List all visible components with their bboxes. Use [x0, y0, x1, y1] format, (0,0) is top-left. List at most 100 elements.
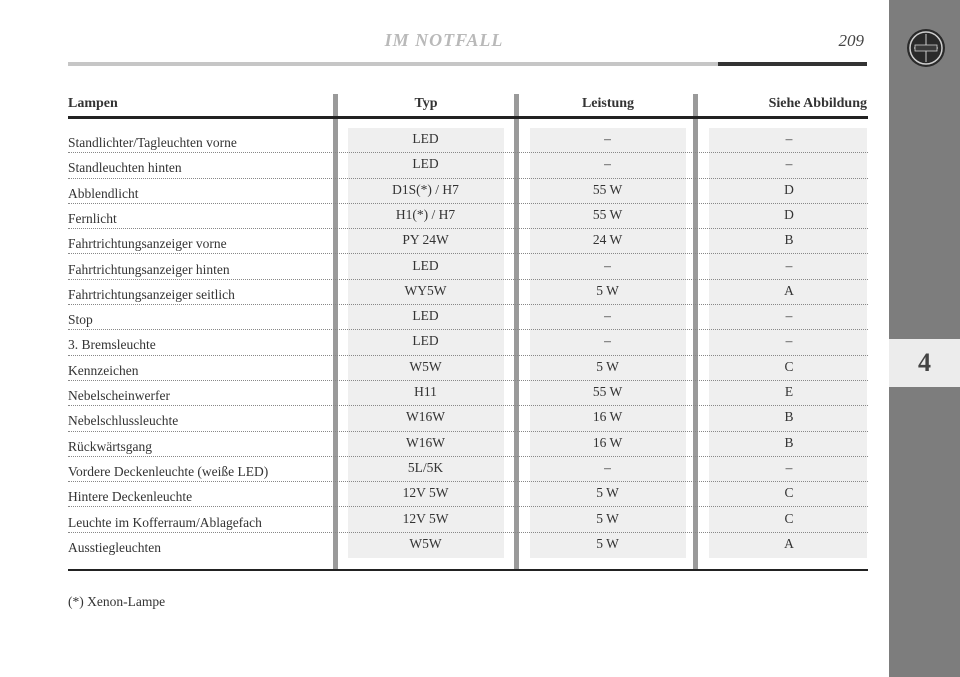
lamp-type-cell: 12V 5W [402, 510, 449, 526]
table-row: Hintere Deckenleuchte 12V 5W 5 W C [68, 482, 868, 508]
lamp-figure-cell: – [785, 308, 793, 324]
table-row: Fahrtrichtungsanzeiger hinten LED – – [68, 255, 868, 280]
table-row: Standlichter/Tagleuchten vorne LED – – [68, 128, 868, 154]
lamp-type-cell: LED [412, 131, 439, 146]
table-row: Fahrtrichtungsanzeiger vorne PY 24W 24 W B [68, 229, 868, 255]
abbildung-column-bg [709, 128, 867, 558]
lamp-power-cell: – [604, 459, 611, 475]
typ-column-bg [348, 128, 504, 558]
lamp-figure-cell: C [784, 510, 794, 526]
lamp-name-cell: Hintere Deckenleuchte [68, 489, 193, 505]
lamp-type-cell: PY 24W [402, 232, 449, 248]
leistung-column-bg [530, 128, 686, 558]
lamp-name-cell: Abblendlicht [68, 185, 139, 201]
header-rule-table [68, 116, 868, 119]
lamp-figure-cell: – [785, 156, 793, 172]
table-row: Ausstiegleuchten W5W 5 W A [68, 533, 868, 558]
column-separator [693, 94, 698, 570]
lamp-figure-cell: A [784, 282, 794, 298]
lamp-power-cell: 5 W [596, 358, 619, 374]
lamp-figure-cell: – [785, 257, 793, 273]
table-row: Kennzeichen W5W 5 W C [68, 356, 868, 381]
header-leistung: Leistung [581, 96, 635, 111]
lamp-power-cell: 55 W [592, 206, 623, 222]
lamp-type-cell: WY5W [404, 282, 447, 298]
lamp-type-cell: W5W [409, 535, 442, 551]
brand-logo-icon [907, 29, 945, 67]
table-row: Fernlicht H1(*) / H7 55 W D [68, 204, 868, 230]
row-divider [68, 228, 868, 230]
column-separator [333, 94, 338, 570]
lamp-figure-cell: – [785, 131, 793, 146]
lamp-name-cell: Fahrtrichtungsanzeiger vorne [68, 236, 227, 252]
table-row: Fahrtrichtungsanzeiger seitlich WY5W 5 W A [68, 280, 868, 306]
header-rule-accent [718, 62, 867, 66]
header-typ: Typ [414, 96, 438, 111]
lamp-power-cell: 16 W [592, 434, 623, 450]
lamp-figure-cell: C [784, 485, 794, 501]
row-divider [68, 405, 868, 407]
lamp-name-cell: Standlichter/Tagleuchten vorne [68, 135, 237, 150]
lamp-figure-cell: E [784, 384, 794, 399]
lamp-figure-cell: B [784, 409, 794, 425]
lamp-name-cell: Leuchte im Kofferraum/Ablagefach [68, 514, 262, 530]
lamp-name-cell: Fernlicht [68, 210, 117, 226]
table-bottom-rule [68, 569, 868, 571]
lamp-name-cell: Nebelschlussleuchte [68, 413, 179, 429]
lamp-type-cell: LED [412, 156, 439, 172]
table-row: 3. Bremsleuchte LED – – [68, 330, 868, 356]
lamp-power-cell: 16 W [592, 409, 623, 425]
row-divider [68, 506, 868, 508]
lamp-type-cell: LED [412, 257, 439, 273]
lamp-type-cell: W16W [406, 434, 445, 450]
lamp-power-cell: 5 W [596, 485, 619, 501]
lamp-type-cell: H11 [414, 384, 437, 399]
lamp-power-cell: – [604, 333, 611, 349]
lamp-figure-cell: D [784, 181, 794, 197]
row-divider [68, 481, 868, 483]
lamp-figure-cell: C [784, 358, 794, 374]
lamp-figure-cell: D [784, 206, 794, 222]
lamp-name-cell: Fahrtrichtungsanzeiger hinten [68, 261, 230, 277]
lamp-type-cell: W5W [409, 358, 442, 374]
table-row: Abblendlicht D1S(*) / H7 55 W D [68, 179, 868, 204]
lamp-name-cell: Ausstiegleuchten [68, 539, 161, 555]
lamp-name-cell: Stop [68, 312, 93, 328]
page-header-title: IM NOTFALL [384, 30, 504, 50]
column-separator [514, 94, 519, 570]
lamp-power-cell: – [604, 308, 611, 324]
row-divider [68, 531, 868, 533]
lamp-type-cell: 12V 5W [402, 485, 449, 501]
chapter-sidebar [889, 0, 960, 677]
lamp-figure-cell: B [784, 434, 794, 450]
header-lampen: Lampen [68, 96, 118, 111]
lamp-power-cell: 24 W [592, 232, 623, 248]
row-divider [68, 455, 868, 457]
row-divider [68, 379, 868, 381]
row-divider [68, 278, 868, 280]
lamp-name-cell: Vordere Deckenleuchte (weiße LED) [68, 463, 269, 479]
lamp-name-cell: Rückwärtsgang [68, 438, 152, 454]
lamp-type-cell: H1(*) / H7 [395, 206, 456, 222]
lamp-figure-cell: B [784, 232, 794, 248]
lamp-power-cell: – [604, 156, 611, 172]
lamp-power-cell: – [604, 131, 611, 146]
row-divider [68, 152, 868, 154]
lamp-figure-cell: – [785, 459, 793, 475]
header-rule [68, 62, 718, 66]
table-row: Rückwärtsgang W16W 16 W B [68, 432, 868, 457]
lamp-type-cell: D1S(*) / H7 [392, 181, 459, 197]
lamp-figure-cell: – [785, 333, 793, 349]
header-abbildung: Siehe Abbildung [768, 96, 867, 111]
lamp-name-cell: Kennzeichen [68, 362, 139, 378]
row-divider [68, 202, 868, 204]
table-row: Nebelschlussleuchte W16W 16 W B [68, 406, 868, 432]
table-row: Stop LED – – [68, 305, 868, 331]
row-divider [68, 304, 868, 306]
lamp-power-cell: 5 W [596, 282, 619, 298]
row-divider [68, 430, 868, 432]
lamp-power-cell: 5 W [596, 535, 619, 551]
lamp-power-cell: 55 W [592, 181, 623, 197]
table-row: Standleuchten hinten LED – – [68, 153, 868, 179]
lamp-type-cell: W16W [406, 409, 445, 425]
